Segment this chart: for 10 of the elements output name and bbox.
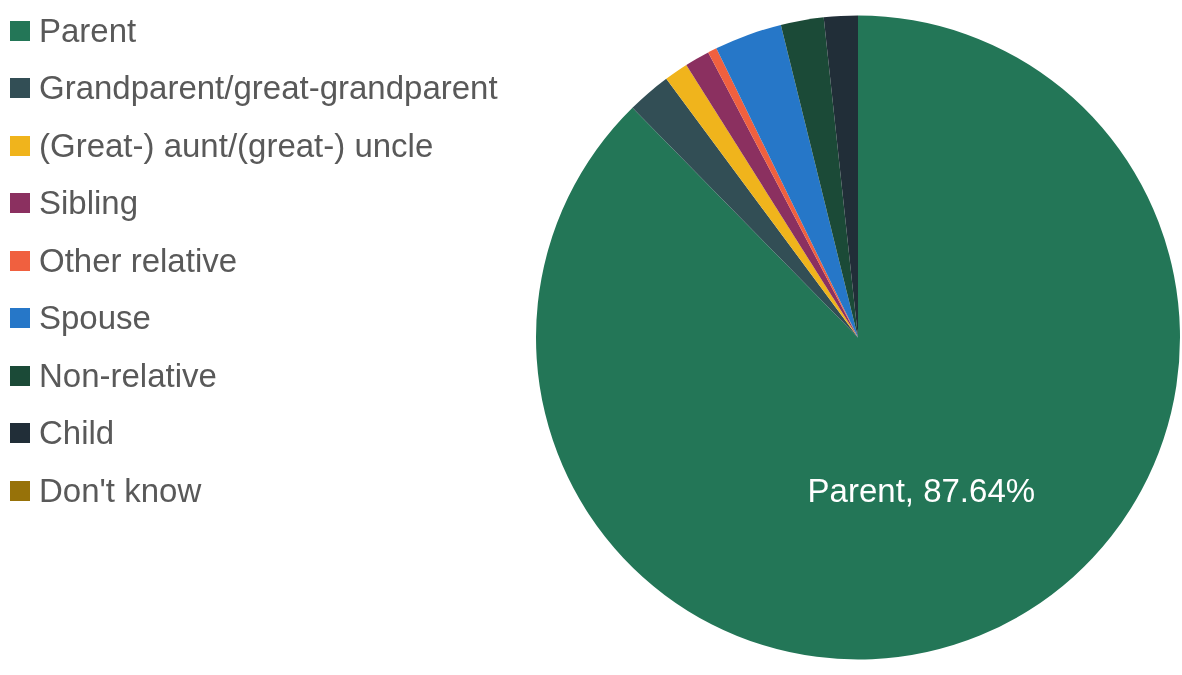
legend-label: Parent [39, 11, 137, 50]
legend-label: Other relative [39, 241, 238, 280]
legend-label: Don't know [39, 471, 202, 510]
legend-label: (Great-) aunt/(great-) uncle [39, 126, 434, 165]
legend-label: Spouse [39, 299, 151, 338]
data-label: Parent, 87.64% [807, 471, 1036, 509]
legend-label: Grandparent/great-grandparent [39, 69, 498, 108]
legend-label: Sibling [39, 184, 139, 223]
legend-label: Non-relative [39, 356, 217, 395]
legend-label: Child [39, 414, 115, 453]
